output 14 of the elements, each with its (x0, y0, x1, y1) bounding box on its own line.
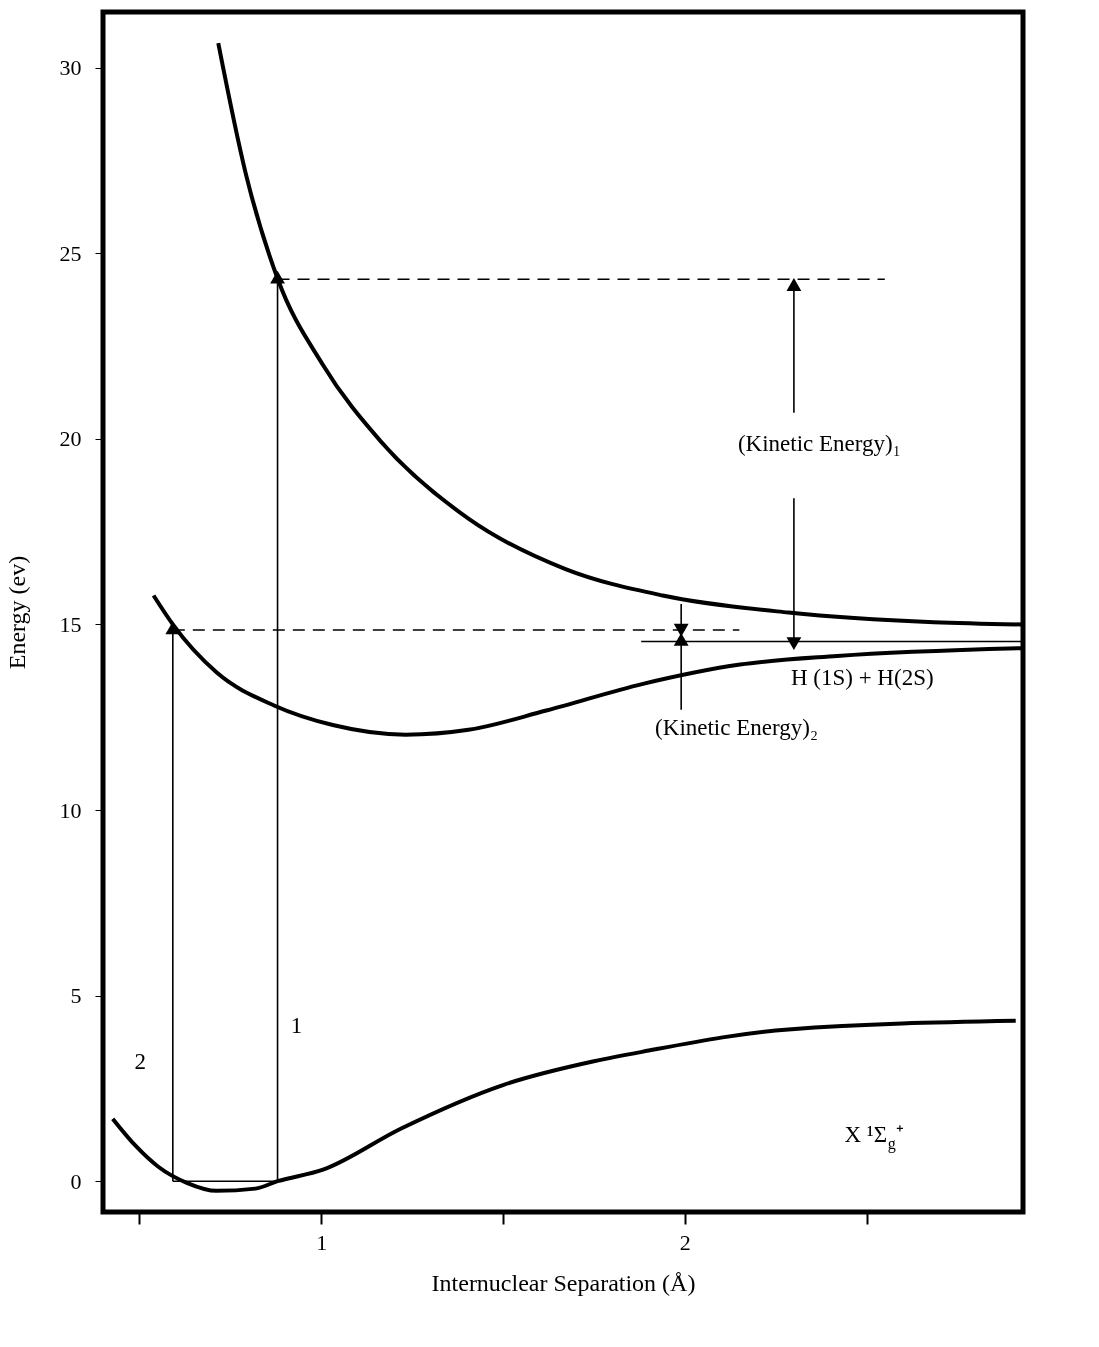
y-tick-label: 30 (59, 55, 82, 81)
y-axis-title: Energy (ev) (3, 555, 30, 670)
y-tick-label: 10 (59, 797, 82, 823)
annotation: 2 (134, 1049, 146, 1074)
annotation: 1 (290, 1013, 303, 1038)
x-axis-title: Internuclear Separation (Å) (431, 1269, 696, 1296)
annotation: H (1S) + H(2S) (790, 665, 934, 690)
y-tick-label: 5 (70, 983, 82, 1009)
y-tick-label: 15 (59, 611, 82, 637)
y-tick-label: 0 (70, 1168, 82, 1194)
y-tick-label: 20 (59, 426, 82, 452)
annotation: (Kinetic Energy)₁ (737, 431, 901, 456)
y-tick-label: 25 (59, 240, 82, 266)
annotation: (Kinetic Energy)₂ (655, 715, 818, 741)
